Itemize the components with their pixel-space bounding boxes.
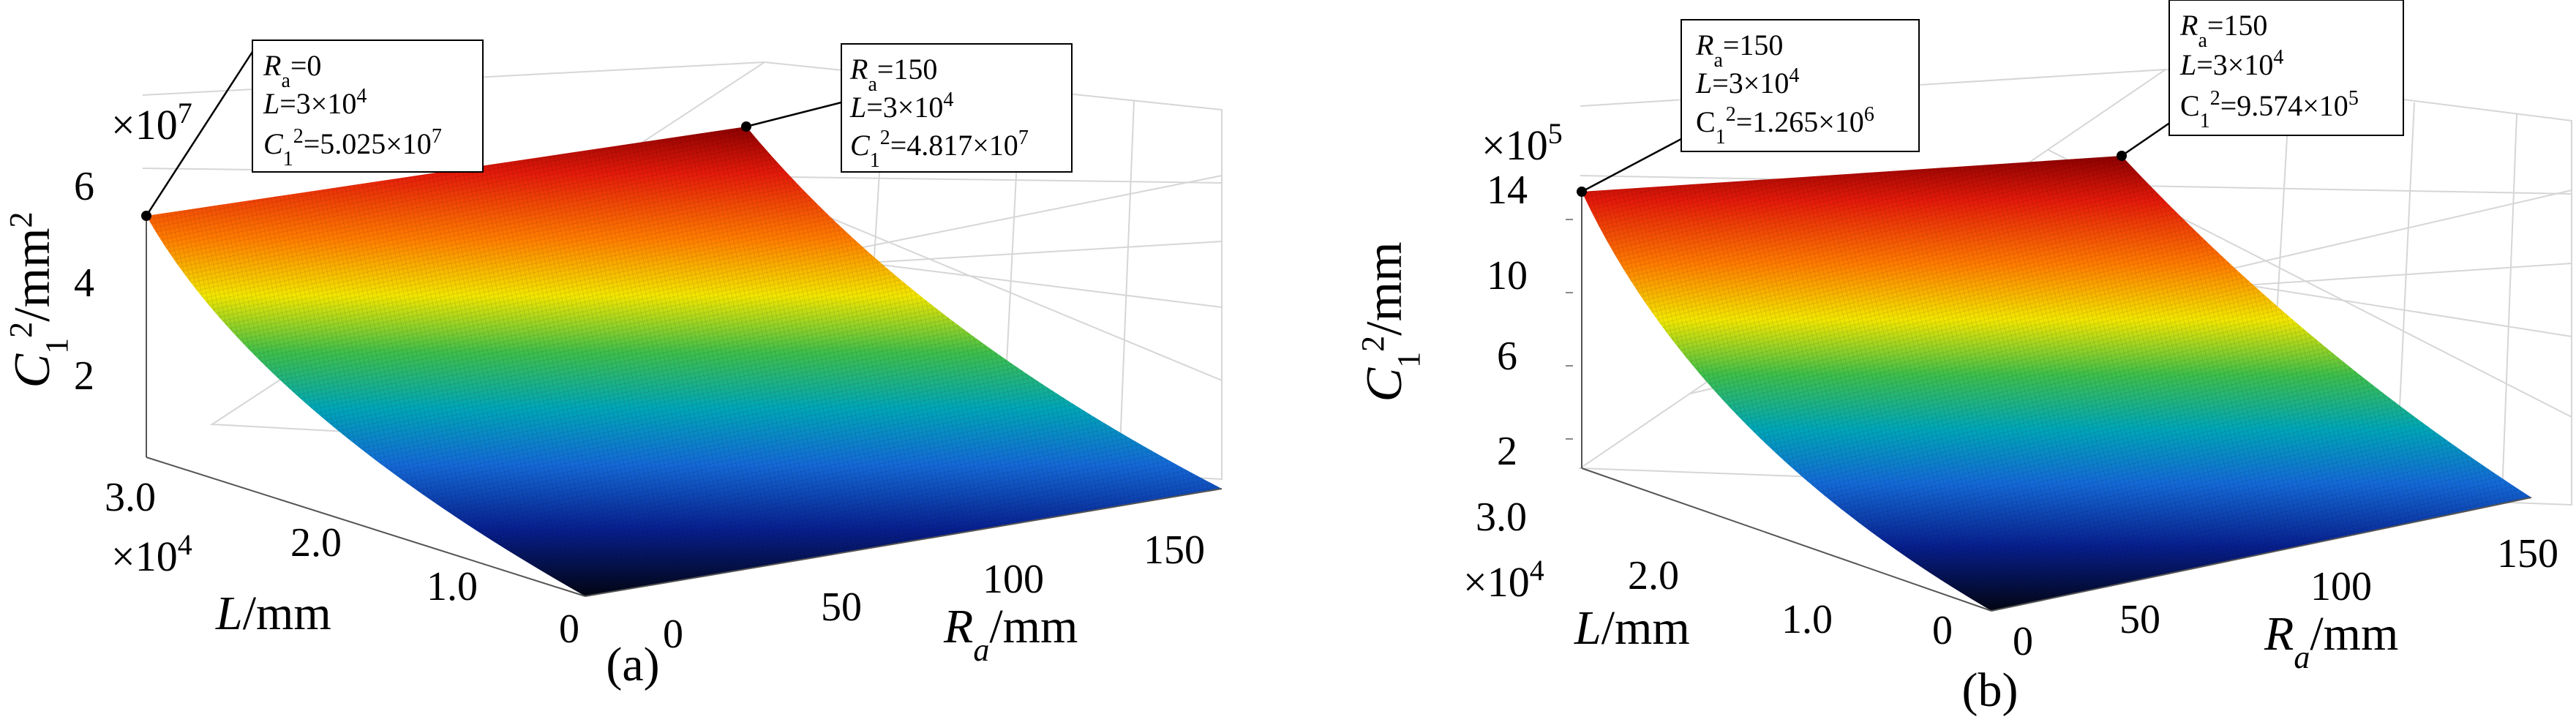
chart-panel-a: Ra=0 L=3×104 C12=5.025×107 Ra=150 L=3×10… <box>3 40 1223 691</box>
panel-label-a: (a) <box>606 638 659 691</box>
y-ticks-b: 3.0 2.0 1.0 0 <box>1476 495 1953 653</box>
chart-panel-b: Ra=150 L=3×104 C12=1.265×106 Ra=150 L=3×… <box>1355 0 2572 717</box>
z-scale-a: ×107 <box>111 97 192 149</box>
ann-b2-line1: Ra=150 <box>2179 9 2267 52</box>
ann-b2-line2: L=3×104 <box>2179 46 2283 82</box>
y-tick-label: 0 <box>559 606 579 652</box>
x-tick-label: 150 <box>1144 527 1205 573</box>
ann-a1-line1: Ra=0 <box>263 49 321 92</box>
z-ticks-a: 2 4 6 <box>74 164 94 399</box>
z-tick-label: 2 <box>1497 429 1517 474</box>
x-axis-title-a: Ra/mm <box>943 600 1078 668</box>
ann-b1-line3: C12=1.265×106 <box>1696 103 1874 149</box>
x-ticks-b: 0 50 100 150 <box>2013 531 2558 664</box>
axes-b <box>1581 192 2532 612</box>
surface-mesh-b <box>1582 156 2531 611</box>
y-tick-label: 2.0 <box>1628 553 1679 598</box>
y-tick-label: 3.0 <box>105 475 156 520</box>
panel-label-b: (b) <box>1962 664 2019 717</box>
y-axis-title-b: L/mm <box>1574 601 1690 655</box>
ann-a2-line1: Ra=150 <box>849 53 937 96</box>
annotation-box-a-1: Ra=0 L=3×104 C12=5.025×107 <box>252 40 484 173</box>
y-axis-title-a: L/mm <box>215 587 331 640</box>
y-tick-label: 1.0 <box>1781 597 1833 642</box>
annotation-leaders-b <box>1577 119 2174 197</box>
annotation-box-a-2: Ra=150 L=3×104 C12=4.817×107 <box>841 43 1073 173</box>
z-tick-label: 2 <box>74 353 94 399</box>
annotation-box-b-1: Ra=150 L=3×104 C12=1.265×106 <box>1681 19 1920 152</box>
x-tick-label: 50 <box>2119 597 2160 642</box>
x-tick-label: 0 <box>2013 619 2033 664</box>
x-tick-label: 0 <box>663 612 683 657</box>
annotation-box-b-2: Ra=150 L=3×104 C12=9.574×105 <box>2168 0 2404 136</box>
x-axis-title-b: Ra/mm <box>2264 607 2398 675</box>
z-axis-title-b: C12/mm <box>1355 241 1427 402</box>
ann-b1-line2: L=3×104 <box>1695 64 1799 100</box>
z-axis-title-a: C12/mm2 <box>3 211 75 388</box>
ann-a1-line3: C12=5.025×107 <box>263 125 442 170</box>
y-tick-label: 0 <box>1932 608 1953 653</box>
x-tick-label: 50 <box>821 585 862 630</box>
x-tick-label: 150 <box>2497 531 2558 576</box>
y-tick-label: 3.0 <box>1476 495 1527 540</box>
z-ticks-b: 2 6 10 14 <box>1487 168 1528 474</box>
z-tick-label: 4 <box>74 260 94 306</box>
z-tick-label: 6 <box>1497 334 1517 379</box>
ann-a1-line2: L=3×104 <box>263 85 367 121</box>
y-tick-label: 2.0 <box>290 520 342 566</box>
z-tick-label: 10 <box>1487 253 1528 298</box>
x-ticks-a: 0 50 100 150 <box>663 527 1205 657</box>
data-point-a-2 <box>741 121 751 132</box>
inner-minor-ticks-b <box>1566 219 1573 440</box>
z-tick-label: 14 <box>1487 168 1528 213</box>
data-point-b-1 <box>1577 187 1587 197</box>
z-scale-b: ×105 <box>1482 117 1563 170</box>
y-scale-b: ×104 <box>1463 554 1544 606</box>
ann-b2-line3: C12=9.574×105 <box>2180 87 2359 132</box>
ann-b1-line1: Ra=150 <box>1695 29 1783 72</box>
y-scale-a: ×104 <box>111 528 192 581</box>
z-tick-label: 6 <box>74 164 94 209</box>
annotation-leaders-a <box>141 43 842 221</box>
ann-a2-line3: C12=4.817×107 <box>850 127 1029 172</box>
data-point-b-2 <box>2117 151 2127 161</box>
ann-a2-line2: L=3×104 <box>849 89 953 124</box>
x-tick-label: 100 <box>983 557 1044 602</box>
y-tick-label: 1.0 <box>427 564 478 609</box>
surface-mesh-a <box>146 127 1222 596</box>
axes-a <box>146 216 1223 597</box>
y-ticks-a: 3.0 2.0 1.0 0 <box>105 475 579 652</box>
x-tick-label: 100 <box>2310 564 2372 609</box>
data-point-a-1 <box>141 211 151 221</box>
